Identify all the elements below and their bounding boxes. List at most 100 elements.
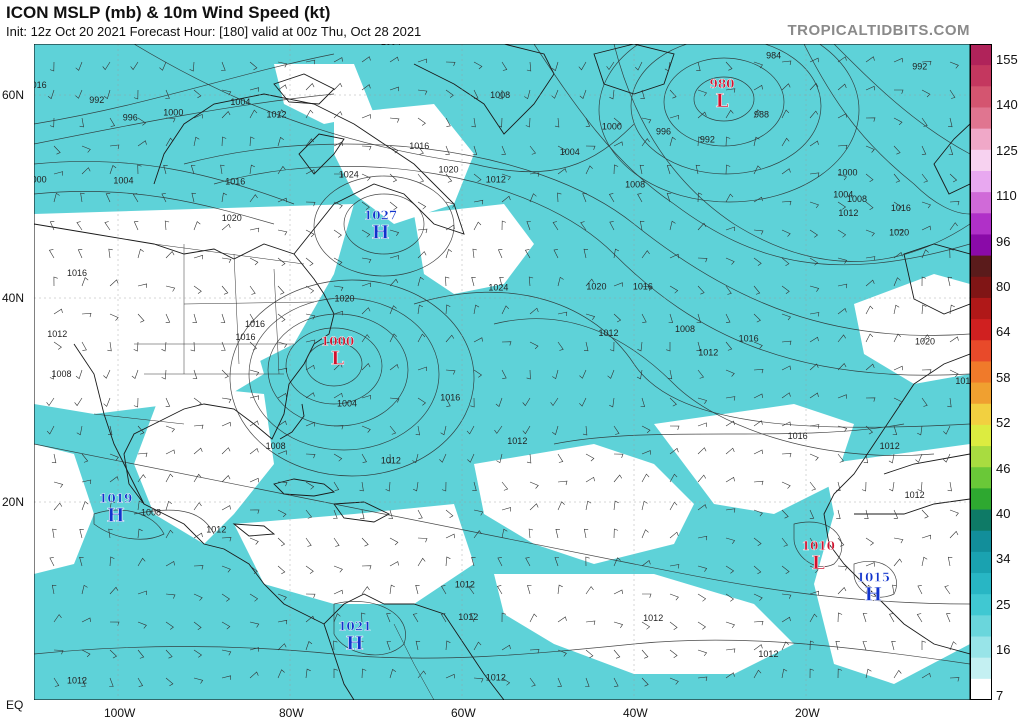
pressure-systems: 988L1019H1027H1000L980L1021H1010L1015H10… <box>99 77 890 655</box>
isobar-label: 1012 <box>47 329 67 339</box>
isobar-label: 1012 <box>381 455 401 465</box>
colorbar-tick-label: 96 <box>996 233 1011 249</box>
colorbar-tick-label: 140 <box>996 97 1018 113</box>
colorbar-tick-label: 110 <box>996 188 1017 204</box>
colorbar-segment <box>970 424 992 447</box>
lat-label-40n: 40N <box>2 291 25 305</box>
isobar-label: 1012 <box>905 490 925 500</box>
calm-wind-areas <box>34 64 970 684</box>
lon-label-100w: 100W <box>104 706 136 720</box>
isobar-label: 1016 <box>409 141 429 151</box>
isobar-label: 1016 <box>440 392 460 402</box>
isobar-label: 1012 <box>486 174 506 184</box>
colorbar-tick-label: 25 <box>996 596 1011 612</box>
isobar-label: 1016 <box>788 431 808 441</box>
lat-label-20n: 20N <box>2 495 25 509</box>
colorbar-segment <box>970 44 992 66</box>
isobar-label: 1012 <box>507 436 527 446</box>
isobar-label: 1012 <box>643 613 663 623</box>
lat-label-eq: EQ <box>6 698 24 712</box>
colorbar-tick-label: 16 <box>996 642 1011 658</box>
isobar-label: 1020 <box>334 294 354 304</box>
lon-label-20w: 20W <box>795 706 820 720</box>
colorbar-segment <box>970 573 992 595</box>
colorbar-segment <box>970 255 992 278</box>
colorbar-segment <box>970 636 992 659</box>
isobar-label: 988 <box>754 109 769 119</box>
colorbar-segment <box>970 530 992 553</box>
isobar-label: 1008 <box>266 441 286 451</box>
isobar-label: 1020 <box>222 213 242 223</box>
colorbar-segment <box>970 192 992 214</box>
pressure-value: 1021 <box>338 620 371 634</box>
isobar-label: 1020 <box>915 336 935 346</box>
isobar-label: 1020 <box>889 227 909 237</box>
borders <box>93 243 435 700</box>
isobar-label: 1016 <box>955 376 970 386</box>
isobar-label: 1008 <box>490 90 510 100</box>
isobar-label: 1008 <box>675 324 695 334</box>
colorbar-tick-label: 52 <box>996 415 1011 431</box>
isobar-label: 1012 <box>758 649 778 659</box>
isobar-label: 996 <box>123 112 138 122</box>
isobar-label: 1020 <box>586 281 606 291</box>
isobar-label: 984 <box>766 50 781 60</box>
colorbar-segment <box>970 594 992 616</box>
colorbar-segment <box>970 65 992 87</box>
isobar-label: 1024 <box>488 282 508 292</box>
colorbar-segment <box>970 403 992 426</box>
high-marker: H <box>346 633 364 655</box>
isobar-label: 1000 <box>34 174 47 184</box>
colorbar <box>970 44 992 700</box>
isobar-label: 1004 <box>833 190 853 200</box>
colorbar-tick-label: 46 <box>996 460 1011 476</box>
isobar-label: 1008 <box>847 194 867 204</box>
colorbar-segment <box>970 615 992 638</box>
lon-label-80w: 80W <box>279 706 304 720</box>
isobar-label: 1000 <box>602 122 622 132</box>
colorbar-segment <box>970 149 992 172</box>
isobar-label: 1016 <box>34 80 47 90</box>
colorbar-tick-label: 125 <box>996 142 1018 158</box>
colorbar-segment <box>970 657 992 680</box>
colorbar-segment <box>970 361 992 384</box>
isobar-label: 1016 <box>67 268 87 278</box>
isobar-label: 992 <box>700 135 715 145</box>
colorbar-segment <box>970 234 992 257</box>
pressure-value: 1000 <box>321 335 354 349</box>
forecast-info: Init: 12z Oct 20 2021 Forecast Hour: [18… <box>6 24 422 39</box>
isobar-label: 1004 <box>337 398 357 408</box>
isobar-label: 1012 <box>880 441 900 451</box>
low-marker: L <box>812 552 825 574</box>
isobar-label: 992 <box>89 95 104 105</box>
lon-label-60w: 60W <box>451 706 476 720</box>
pressure-value: 1019 <box>99 491 132 505</box>
isobar-label: 1012 <box>458 612 478 622</box>
colorbar-tick-label: 155 <box>996 52 1018 67</box>
low-marker: L <box>715 90 728 112</box>
colorbar-segment <box>970 128 992 151</box>
isobar-label: 1012 <box>267 109 287 119</box>
isobar-label: 992 <box>912 61 927 71</box>
colorbar-segment <box>970 551 992 574</box>
site-watermark: TROPICALTIDBITS.COM <box>787 22 970 39</box>
isobar-label: 1012 <box>698 348 718 358</box>
pressure-value: 1010 <box>802 539 835 553</box>
isobar-label: 1016 <box>633 281 653 291</box>
isobar-label: 1012 <box>838 208 858 218</box>
pressure-value: 1015 <box>857 571 890 585</box>
isobar-label: 1016 <box>245 319 265 329</box>
colorbar-tick-label: 7 <box>996 687 1004 703</box>
pressure-value: 1027 <box>364 208 397 222</box>
isobar-label: 1000 <box>838 167 858 177</box>
weather-map: 1004 984 992 992 996 1000 1004 1012 1008 988 996 99… <box>34 44 970 700</box>
colorbar-segment <box>970 107 992 130</box>
colorbar-tick-label: 80 <box>996 279 1011 294</box>
wind-barbs <box>46 56 960 687</box>
